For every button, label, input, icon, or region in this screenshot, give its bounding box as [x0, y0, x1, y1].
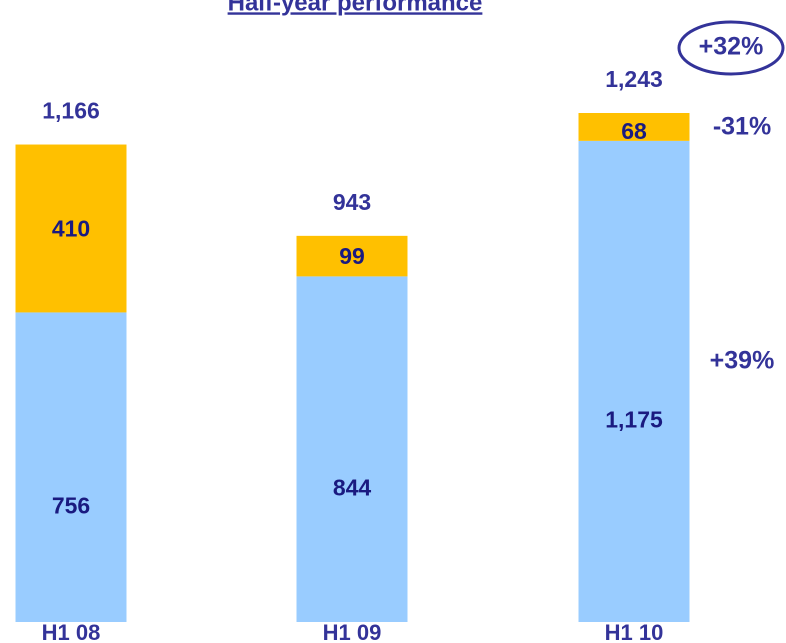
- value-label: 410: [52, 216, 90, 242]
- annotation: -31%: [713, 113, 771, 141]
- highlight-ellipse: [677, 20, 785, 76]
- value-label: 756: [52, 492, 90, 518]
- annotation: +32%: [699, 33, 764, 61]
- total-label: 1,166: [42, 98, 100, 124]
- x-tick-label: H1 09: [323, 620, 382, 643]
- bar-segment: [578, 140, 690, 623]
- total-label: 1,243: [605, 66, 663, 92]
- chart-title: Half-year performance: [228, 0, 483, 16]
- bar-segment: [296, 235, 408, 277]
- value-label: 844: [333, 474, 372, 500]
- total-label: 943: [333, 189, 371, 215]
- x-tick-label: H1 08: [42, 620, 101, 643]
- value-label: 1,175: [605, 407, 663, 433]
- bar-segment: [15, 144, 127, 313]
- bar-segment: [578, 113, 690, 141]
- x-tick-label: H1 10: [605, 620, 664, 643]
- bar-segment: [15, 312, 127, 622]
- value-label: 99: [339, 243, 365, 269]
- annotation: +39%: [710, 347, 775, 375]
- bar-segment: [296, 276, 408, 622]
- value-label: 68: [621, 118, 647, 144]
